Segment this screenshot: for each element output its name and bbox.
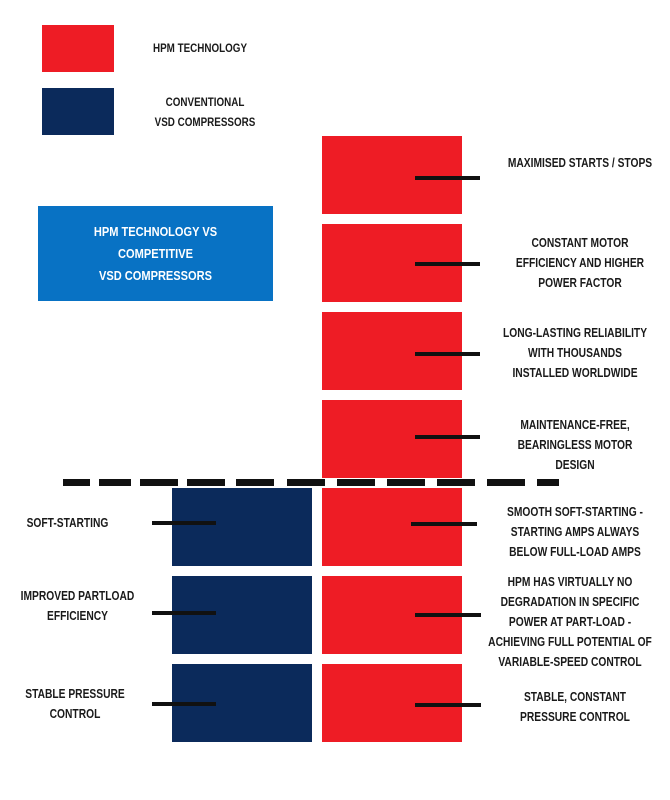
legend-label-conventional: CONVENTIONAL VSD COMPRESSORS xyxy=(154,95,256,129)
hpm-block-maintenance xyxy=(322,400,462,478)
conventional-feature-label: STABLE PRESSURE CONTROL xyxy=(25,687,125,721)
hpm-feature-label: STABLE, CONSTANT PRESSURE CONTROL xyxy=(520,690,630,724)
comparison-title-box: HPM TECHNOLOGY VS COMPETITIVE VSD COMPRE… xyxy=(38,206,273,301)
hpm-feature-label: HPM HAS VIRTUALLY NO DEGRADATION IN SPEC… xyxy=(488,575,652,669)
hpm-block-soft-starting xyxy=(322,488,462,566)
connector-line xyxy=(152,611,216,615)
connector-line xyxy=(415,176,480,180)
conventional-block-soft-starting xyxy=(172,488,312,566)
legend-label-hpm: HPM TECHNOLOGY xyxy=(152,41,248,55)
connector-line xyxy=(415,352,480,356)
hpm-feature-label: LONG-LASTING RELIABILITY WITH THOUSANDS … xyxy=(502,326,648,380)
connector-line xyxy=(411,522,477,526)
hpm-feature-label: SMOOTH SOFT-STARTING - STARTING AMPS ALW… xyxy=(507,505,643,559)
conventional-feature-label: IMPROVED PARTLOAD EFFICIENCY xyxy=(20,589,135,623)
connector-line xyxy=(415,262,480,266)
connector-line xyxy=(415,703,481,707)
legend-swatch-hpm xyxy=(42,25,114,72)
connector-line xyxy=(152,702,216,706)
conventional-block-partload xyxy=(172,576,312,654)
hpm-feature-label: CONSTANT MOTOR EFFICIENCY AND HIGHER POW… xyxy=(515,236,645,290)
connector-line xyxy=(152,521,216,525)
connector-line xyxy=(415,613,481,617)
legend-swatch-conventional xyxy=(42,88,114,135)
hpm-feature-label: MAXIMISED STARTS / STOPS xyxy=(507,156,653,170)
comparison-title: HPM TECHNOLOGY VS COMPETITIVE VSD COMPRE… xyxy=(93,223,218,283)
hpm-block-reliability xyxy=(322,312,462,390)
connector-line xyxy=(415,435,480,439)
hpm-feature-label: MAINTENANCE-FREE, BEARINGLESS MOTOR DESI… xyxy=(517,418,633,472)
conventional-feature-label: SOFT-STARTING xyxy=(26,516,109,530)
hpm-block-starts-stops xyxy=(322,136,462,214)
